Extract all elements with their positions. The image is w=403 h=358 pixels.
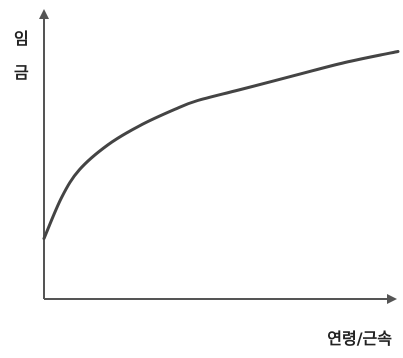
y-axis-label-part-2: 금 [14,63,29,82]
x-axis-label: 연령/근속 [327,329,392,348]
axes [39,9,397,304]
series-line-wage-curve [42,50,400,240]
y-axis-label-part-1: 임 [14,29,29,48]
